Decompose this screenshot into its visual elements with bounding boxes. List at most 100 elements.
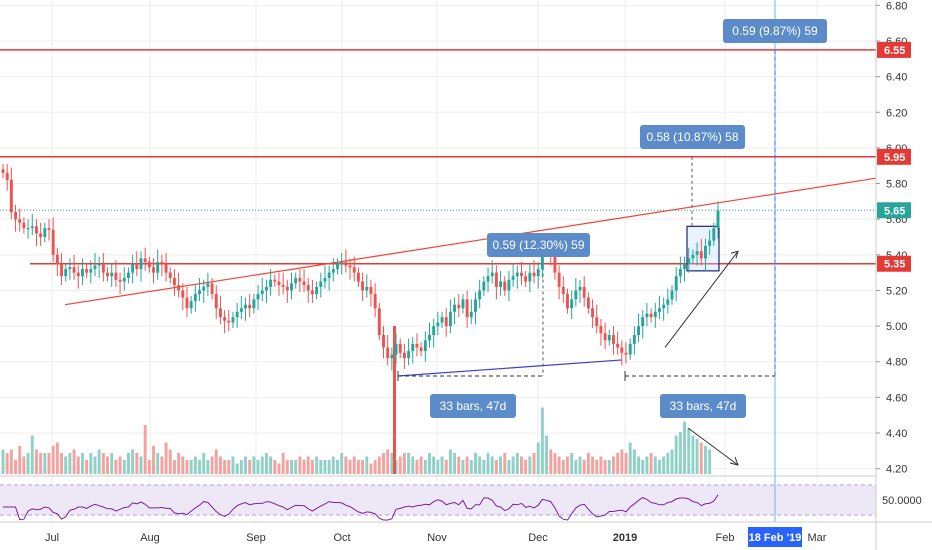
annotations: 0.59 (9.87%) 59 0.58 (10.87%) 58 0.59 (12.… (430, 19, 827, 418)
volume-bar (39, 453, 43, 474)
candle (260, 290, 264, 295)
volume-bar (595, 460, 599, 474)
candle (306, 285, 310, 291)
volume-bar (361, 460, 365, 474)
trendline (64, 177, 877, 306)
volume-bar (185, 460, 189, 474)
candle (461, 299, 465, 309)
volume-bar (691, 435, 695, 474)
candle (9, 179, 13, 213)
grid (0, 0, 876, 522)
volume-bar (131, 449, 135, 474)
volume-bar (620, 449, 624, 474)
candle (5, 172, 9, 180)
volume-bar (1, 449, 5, 474)
volume-bar (382, 453, 385, 474)
volume-bar (507, 460, 511, 474)
volume-bar (214, 449, 218, 474)
volume-bar (223, 460, 227, 474)
candle (369, 286, 373, 295)
volume-bar (5, 453, 9, 474)
drawings (0, 0, 877, 522)
volume-bar (637, 456, 641, 474)
candle (641, 317, 645, 327)
volume-bar (423, 460, 427, 474)
volume-bar (68, 453, 72, 474)
volume-bar (122, 460, 126, 474)
candle (691, 254, 695, 259)
volume-bar (628, 442, 632, 474)
volume-bar (302, 460, 306, 474)
candle (490, 272, 494, 277)
volume-bar (407, 453, 411, 474)
candle (620, 347, 624, 353)
candle (377, 308, 381, 336)
time-tick-label: Nov (427, 532, 447, 544)
candle (294, 277, 298, 284)
volume-bar (369, 463, 373, 474)
candle (503, 281, 507, 291)
price-tick-label: 5.20 (886, 285, 907, 297)
candle (122, 277, 126, 282)
candle (290, 283, 293, 291)
candle (499, 281, 503, 287)
volume-bar (260, 456, 264, 474)
candle (93, 265, 97, 270)
candle (419, 347, 423, 352)
candle (394, 343, 398, 355)
volume-bar (310, 460, 314, 474)
volume-bar (599, 456, 603, 474)
candle (440, 317, 444, 323)
candle (177, 285, 181, 291)
volume-bar (135, 453, 139, 474)
candle (344, 261, 348, 266)
volume-bar (440, 456, 444, 474)
volume-bar (653, 456, 657, 474)
volume-bar (582, 460, 586, 474)
volume-bar (168, 449, 172, 474)
volume-bar (323, 460, 327, 474)
arrow-head (730, 250, 739, 259)
support-line (397, 359, 623, 377)
candle (51, 229, 55, 255)
measure-callout (640, 125, 745, 149)
last-price-tag-text: 5.65 (884, 205, 905, 217)
volume-bar (666, 453, 670, 474)
candle (649, 313, 653, 318)
candle (607, 335, 611, 341)
candle (407, 351, 411, 359)
date-highlight-tag (748, 527, 802, 547)
volume-bar (524, 460, 528, 474)
candle (302, 281, 306, 286)
volume-bar (285, 460, 289, 474)
volume-bar (227, 460, 231, 474)
volume-bar (591, 456, 595, 474)
price-tick-label: 4.40 (886, 428, 907, 440)
candle (131, 263, 135, 273)
volume-bar (319, 460, 323, 474)
candle (340, 261, 344, 264)
volume-bar (561, 460, 565, 474)
trend-arrow (664, 250, 739, 348)
volume-bar (193, 456, 197, 474)
candle (68, 267, 72, 270)
volume-bar (51, 446, 55, 474)
time-axis[interactable]: Jul Aug Sep Oct Nov Dec 2019 Feb Mar 18 Feb '19 (0, 521, 932, 547)
volume-bar (603, 460, 607, 474)
volume-bar (210, 456, 214, 474)
volume-bar (93, 456, 97, 474)
candle (423, 340, 427, 352)
volume-bar (670, 449, 674, 474)
volume-bar (273, 460, 277, 474)
price-axis[interactable]: 6.806.606.406.206.005.805.605.405.205.00… (875, 0, 932, 550)
volume-bar (632, 449, 636, 474)
volume-bar (428, 453, 431, 474)
candle (632, 335, 636, 344)
volume-bar (703, 446, 707, 474)
candle (574, 290, 578, 300)
volume-bar (566, 456, 569, 474)
volume-bar (147, 460, 151, 474)
measure-callout-text: 33 bars, 47d (440, 399, 507, 413)
volume-bar (499, 456, 503, 474)
